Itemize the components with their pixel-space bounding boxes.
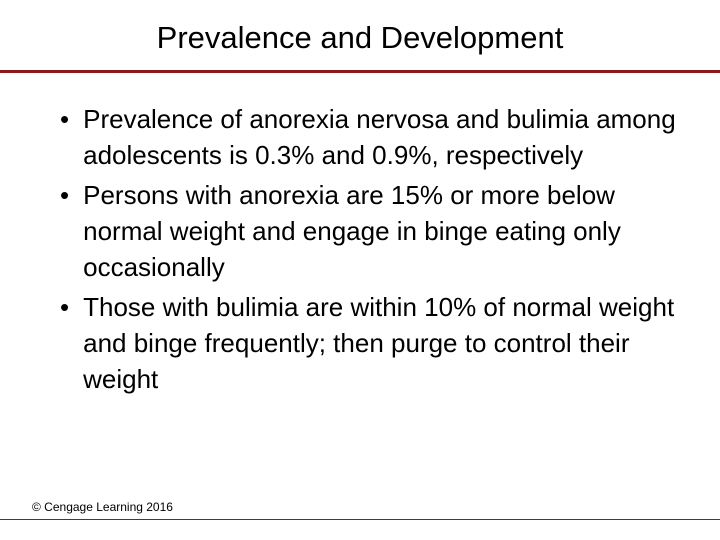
bullet-list: • Prevalence of anorexia nervosa and bul… [60, 101, 680, 397]
slide-title: Prevalence and Development [0, 0, 720, 70]
bullet-icon: • [60, 177, 69, 213]
bullet-icon: • [60, 101, 69, 137]
bullet-icon: • [60, 289, 69, 325]
slide: Prevalence and Development • Prevalence … [0, 0, 720, 540]
list-item: • Those with bulimia are within 10% of n… [60, 289, 680, 397]
list-item: • Prevalence of anorexia nervosa and bul… [60, 101, 680, 173]
footer-copyright: © Cengage Learning 2016 [32, 500, 173, 514]
bullet-text: Persons with anorexia are 15% or more be… [83, 177, 680, 285]
bullet-text: Those with bulimia are within 10% of nor… [83, 289, 680, 397]
bullet-text: Prevalence of anorexia nervosa and bulim… [83, 101, 680, 173]
content-area: • Prevalence of anorexia nervosa and bul… [0, 73, 720, 397]
footer-divider [0, 519, 720, 520]
list-item: • Persons with anorexia are 15% or more … [60, 177, 680, 285]
